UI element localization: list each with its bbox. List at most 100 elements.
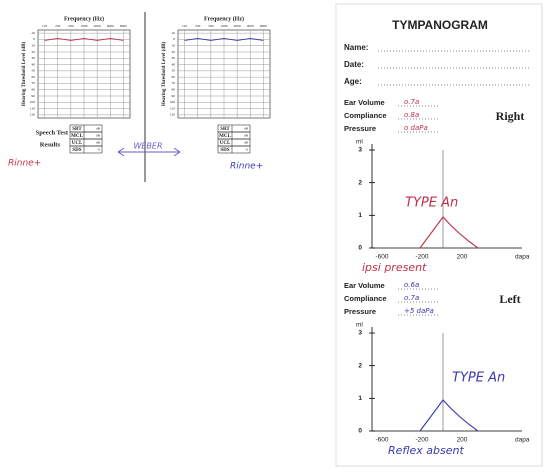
measure-value: o.7a (404, 98, 419, 106)
frequency-label: 8000 (120, 24, 127, 28)
level-label: 60 (32, 75, 36, 79)
y-tick-label: 2 (358, 362, 362, 369)
measure-value: o.8a (404, 111, 419, 119)
frequency-label: 125 (182, 24, 188, 28)
speech-row-label: SRT (220, 127, 230, 132)
ear-side: Right (496, 109, 525, 123)
frequency-label: 4000 (107, 24, 114, 28)
speech-unit: dB (96, 141, 101, 145)
frequency-label: 250 (195, 24, 201, 28)
y-unit: ml (356, 322, 363, 329)
level-label: 50 (172, 69, 176, 73)
speech-unit: dB (244, 127, 249, 131)
level-label: 100 (170, 100, 176, 104)
level-label: 10 (172, 44, 176, 48)
measure-label: Ear Volume (344, 98, 385, 107)
measure-label: Pressure (344, 307, 376, 316)
y-tick-label: 0 (358, 428, 362, 435)
x-tick-label: -600 (375, 437, 388, 444)
y-tick-label: 0 (358, 245, 362, 252)
level-label: 30 (172, 56, 176, 60)
frequency-label: 2000 (234, 24, 241, 28)
level-label: 90 (172, 94, 176, 98)
weber-arrow (117, 147, 181, 157)
x-unit: dapa (515, 254, 530, 261)
curve-note: TYPE An (452, 371, 505, 386)
level-label: 100 (30, 100, 36, 104)
speech-row-label: MCL (219, 134, 231, 139)
level-label: 10 (32, 44, 36, 48)
speech-row-label: UCL (72, 141, 83, 146)
frequency-label: 500 (68, 24, 74, 28)
level-label: -10 (170, 31, 175, 35)
measure-value: o daPa (404, 124, 428, 132)
threshold-marks (184, 37, 264, 41)
frequency-label: 1000 (221, 24, 228, 28)
level-label: 110 (30, 106, 35, 110)
y-tick-label: 3 (358, 330, 362, 337)
level-label: 0 (33, 37, 35, 41)
level-label: -10 (30, 31, 35, 35)
speech-cell (69, 145, 103, 154)
threshold-axis-title: Hearing Threshold Level (dB) (22, 42, 27, 106)
level-label: 20 (32, 50, 36, 54)
y-tick-label: 1 (358, 395, 362, 402)
x-tick-label: -200 (415, 437, 428, 444)
speech-unit: % (245, 148, 248, 152)
frequency-label: 2000 (94, 24, 101, 28)
speech-subtitle: Results (40, 141, 61, 148)
measure-label: Compliance (344, 111, 387, 120)
level-label: 80 (32, 88, 36, 92)
ear-side: Left (499, 292, 520, 306)
measure-value: +5 daPa (404, 307, 434, 315)
frequency-label: 125 (42, 24, 48, 28)
y-unit: ml (356, 139, 363, 146)
level-label: 30 (32, 56, 36, 60)
speech-title: Speech Test (36, 129, 69, 136)
x-tick-label: -600 (375, 254, 388, 261)
level-label: 70 (172, 81, 176, 85)
threshold-axis-title: Hearing Threshold Level (dB) (162, 42, 167, 106)
x-tick-label: -200 (415, 254, 428, 261)
y-tick-label: 3 (358, 147, 362, 154)
level-label: 110 (170, 106, 175, 110)
level-label: 40 (172, 62, 176, 66)
level-label: 40 (32, 62, 36, 66)
speech-row-label: SRT (72, 127, 82, 132)
weber-note: WEBER (133, 142, 162, 151)
speech-unit: dB (244, 141, 249, 145)
threshold-marks (44, 37, 124, 41)
tympanogram-sheet (335, 3, 543, 467)
x-unit: dapa (515, 437, 530, 444)
speech-cell (217, 145, 251, 154)
speech-unit: dB (244, 134, 249, 138)
curve-note: ipsi present (362, 261, 427, 274)
frequency-label: 1000 (81, 24, 88, 28)
level-label: 60 (172, 75, 176, 79)
speech-unit: dB (96, 134, 101, 138)
level-label: 90 (32, 94, 36, 98)
curve-note: Reflex absent (388, 444, 464, 457)
form-field: Date: (344, 60, 364, 69)
measure-value: o.7a (404, 294, 419, 302)
x-tick-label: 200 (457, 254, 468, 261)
speech-row-label: SDS (220, 148, 229, 153)
level-label: 50 (32, 69, 36, 73)
level-label: 80 (172, 88, 176, 92)
speech-unit: dB (96, 127, 101, 131)
speech-row-label: UCL (220, 141, 231, 146)
level-label: 120 (170, 113, 176, 117)
form-field: Name: (344, 43, 368, 52)
measure-label: Compliance (344, 294, 387, 303)
handwritten-note: Rinne+ (230, 162, 263, 172)
y-tick-label: 1 (358, 212, 362, 219)
speech-row-label: MCL (71, 134, 83, 139)
level-label: 70 (32, 81, 36, 85)
frequency-label: 500 (208, 24, 214, 28)
tympanogram-curve (419, 216, 479, 249)
measure-value: o.6a (404, 281, 419, 289)
form-field: Age: (344, 77, 362, 86)
measure-label: Pressure (344, 124, 376, 133)
tympanogram-curve (419, 399, 479, 432)
